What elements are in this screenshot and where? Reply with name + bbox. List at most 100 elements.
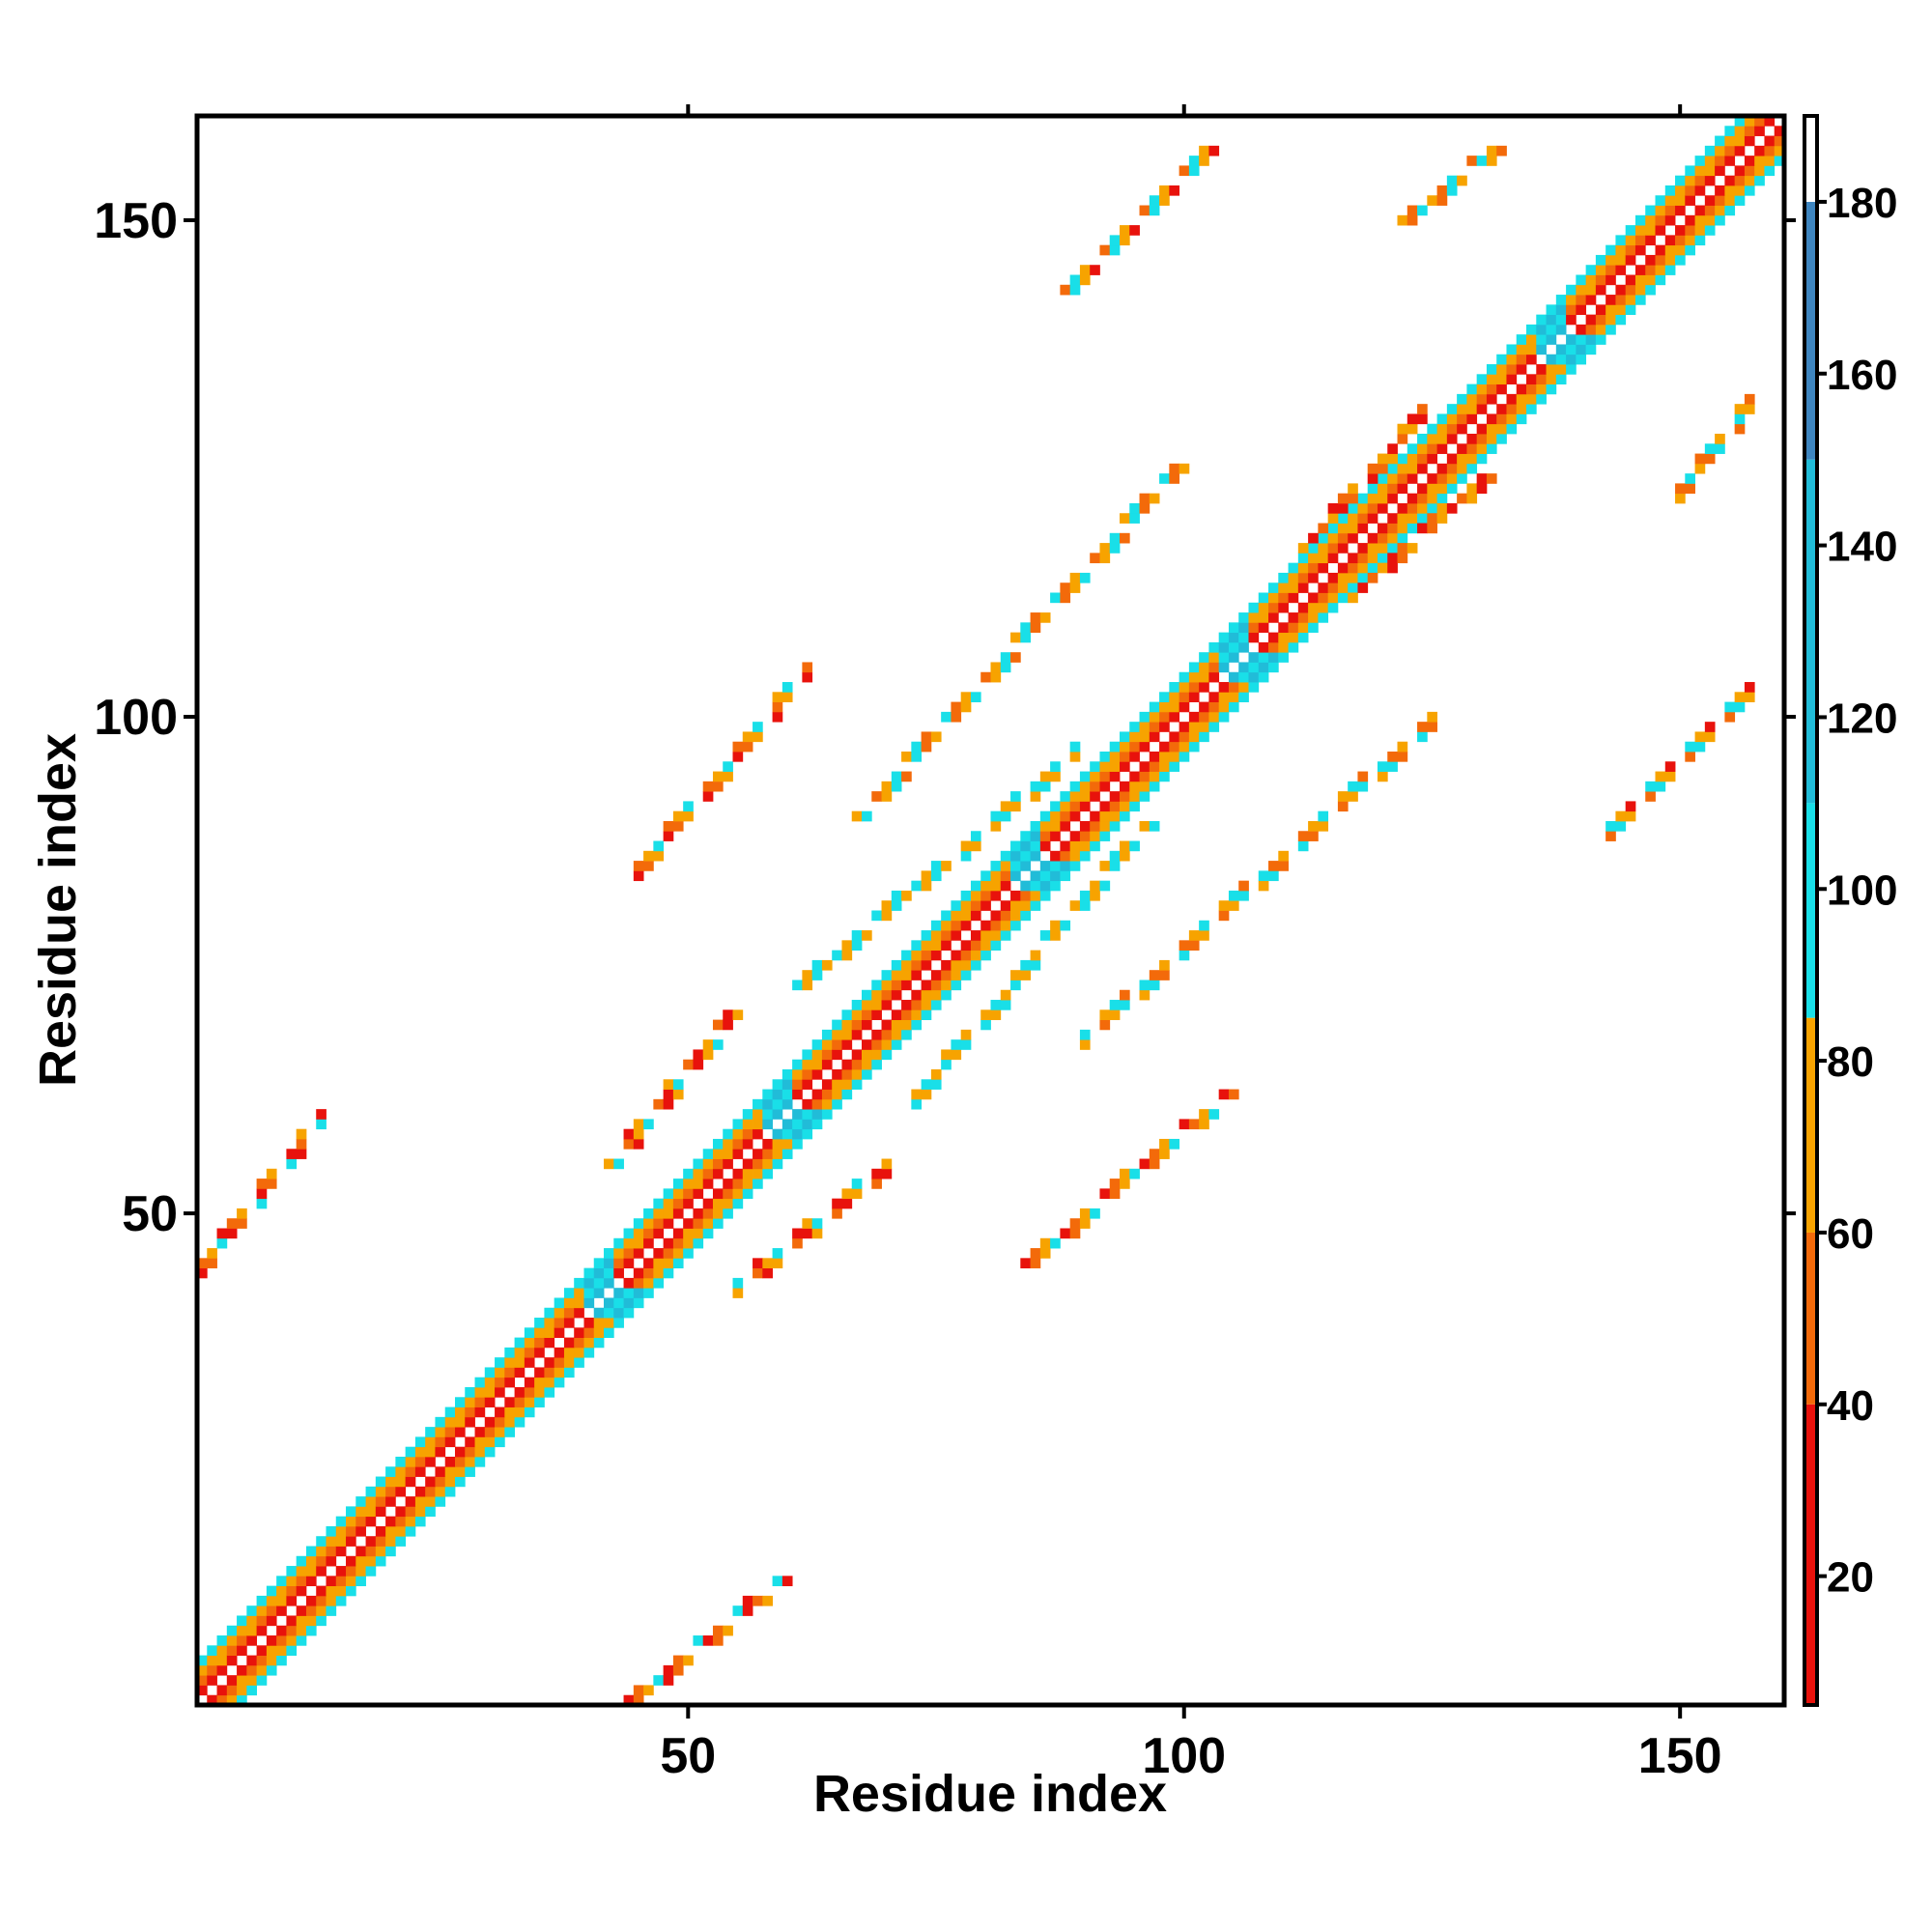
heatmap-cell [1417,404,1428,414]
heatmap-cell [474,1406,486,1418]
heatmap-cell [1090,265,1100,275]
heatmap-cell [891,900,902,911]
heatmap-cell [643,1685,654,1696]
heatmap-cell [723,771,733,782]
heatmap-cell [1406,205,1418,216]
heatmap-cell [305,1546,317,1557]
heatmap-cell [663,1248,674,1259]
heatmap-cell [1704,156,1716,166]
heatmap-cell [197,1267,208,1279]
heatmap-cell [941,930,952,941]
heatmap-cell [1595,334,1606,345]
heatmap-cell [563,1367,575,1378]
heatmap-cell [1476,434,1488,444]
heatmap-cell [921,940,932,952]
heatmap-cell [237,1218,247,1229]
heatmap-cell [216,1237,228,1249]
heatmap-cell [683,1168,694,1179]
heatmap-cell [574,1277,584,1289]
heatmap-cell [1496,404,1507,414]
heatmap-cell [1000,662,1011,673]
heatmap-cell [454,1397,466,1407]
heatmap-cell [1050,761,1061,772]
heatmap-cell [326,1555,337,1567]
heatmap-cell [891,989,902,1001]
heatmap-cell [1397,532,1408,544]
heatmap-cell [1704,731,1716,743]
heatmap-cell [1734,413,1746,425]
heatmap-cell [1318,820,1329,832]
heatmap-cell [1516,344,1527,355]
heatmap-cell [335,1546,347,1557]
heatmap-cell [941,959,952,971]
heatmap-cell [753,1098,763,1110]
heatmap-cell [1218,910,1230,922]
heatmap-cell [1238,880,1249,892]
heatmap-cell [960,959,972,971]
heatmap-cell [544,1387,555,1398]
heatmap-cell [1020,632,1031,643]
heatmap-cell [1595,254,1606,266]
heatmap-cell [385,1496,396,1507]
heatmap-cell [1754,175,1765,186]
heatmap-cell [1099,820,1111,832]
heatmap-cell [1109,761,1121,772]
heatmap-cell [365,1486,377,1497]
heatmap-cell [1179,741,1190,753]
heatmap-cell [960,701,972,713]
heatmap-cell [980,880,991,892]
heatmap-cell [911,940,923,952]
heatmap-cell [1129,741,1140,753]
heatmap-cell [1119,810,1130,822]
heatmap-cell [1615,810,1627,822]
heatmap-cell [1268,861,1279,871]
heatmap-cell [1645,225,1656,236]
heatmap-cell [1645,205,1656,216]
heatmap-cell [960,900,972,911]
heatmap-cell [930,920,942,931]
heatmap-cell [604,1258,614,1269]
heatmap-cell [1188,711,1200,723]
heatmap-cell [1228,1089,1239,1100]
colorbar-tick-label: 140 [1827,524,1897,571]
heatmap-cell [862,810,872,822]
heatmap-cell [1605,254,1616,266]
heatmap-cell [1159,722,1170,732]
heatmap-cell [1000,810,1011,822]
heatmap-cell [454,1456,466,1467]
heatmap-cell [772,1098,783,1110]
heatmap-cell [772,1138,783,1150]
heatmap-cell [802,1049,813,1061]
heatmap-cell [425,1486,436,1497]
heatmap-cell [1446,175,1458,186]
heatmap-cell [1634,284,1646,296]
heatmap-cell [1615,314,1627,326]
heatmap-cell [514,1416,526,1428]
heatmap-cell [1079,1029,1091,1040]
heatmap-cell [1397,553,1408,564]
heatmap-cell [216,1635,228,1646]
heatmap-cell [802,671,813,683]
heatmap-cell [1069,582,1081,593]
heatmap-cell [563,1288,575,1298]
heatmap-cell [1030,612,1041,623]
heatmap-cell [1268,592,1279,604]
heatmap-cell [712,1039,724,1050]
heatmap-cell [1327,592,1339,604]
heatmap-cell [1149,781,1160,792]
heatmap-cell [1297,632,1309,643]
heatmap-cell [821,1098,833,1110]
heatmap-cell [335,1525,347,1537]
heatmap-cell [1536,324,1547,335]
heatmap-cell [1337,532,1349,544]
heatmap-cell [1079,820,1091,832]
heatmap-cell [851,1079,863,1090]
heatmap-cell [1090,1208,1100,1219]
heatmap-cell [355,1546,366,1557]
heatmap-cell [1010,970,1021,980]
heatmap-cell [672,1179,684,1189]
heatmap-cell [1119,761,1130,772]
heatmap-cell [1734,126,1746,136]
heatmap-cell [1754,156,1765,166]
heatmap-cell [276,1655,287,1666]
